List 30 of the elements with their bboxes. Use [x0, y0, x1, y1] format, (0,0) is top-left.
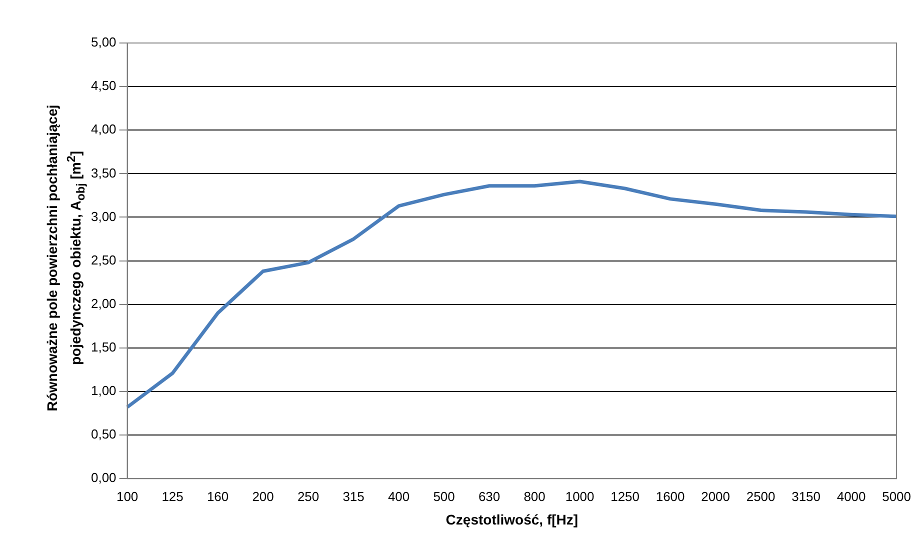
y-tick-label: 5,00: [90, 34, 116, 50]
x-tick-label: 160: [206, 488, 229, 504]
x-tick-label: 800: [524, 488, 546, 504]
x-tick-label: 1000: [565, 488, 594, 504]
y-tick-label: 4,50: [90, 78, 116, 94]
x-tick-label: 250: [297, 488, 320, 504]
x-tick-label: 125: [162, 488, 184, 504]
y-tick-label: 2,00: [90, 296, 116, 311]
y-tick-label: 1,00: [90, 383, 116, 398]
x-tick-label: 2000: [701, 488, 730, 504]
x-tick-label: 1600: [656, 488, 685, 504]
x-tick-label: 630: [478, 488, 500, 504]
x-tick-label: 315: [342, 488, 364, 504]
x-tick-label: 5000: [882, 488, 911, 504]
y-tick-label: 3,00: [90, 208, 116, 224]
y-tick-label: 2,50: [90, 252, 116, 268]
x-tick-label: 4000: [836, 488, 866, 504]
x-tick-label: 2500: [746, 488, 776, 504]
x-tick-label: 100: [116, 488, 138, 504]
x-tick-label: 400: [388, 488, 410, 504]
y-tick-label: 3,50: [90, 165, 116, 180]
y-tick-label: 0,00: [90, 470, 116, 486]
x-tick-label: 1250: [610, 488, 640, 504]
x-axis-title: Częstotliwość, f[Hz]: [446, 511, 578, 528]
y-tick-label: 1,50: [90, 340, 116, 354]
x-tick-label: 200: [252, 488, 274, 504]
x-tick-label: 3150: [792, 488, 820, 504]
y-tick-label: 4,00: [90, 122, 116, 137]
x-tick-label: 500: [433, 488, 455, 504]
y-tick-label: 0,50: [90, 426, 116, 442]
